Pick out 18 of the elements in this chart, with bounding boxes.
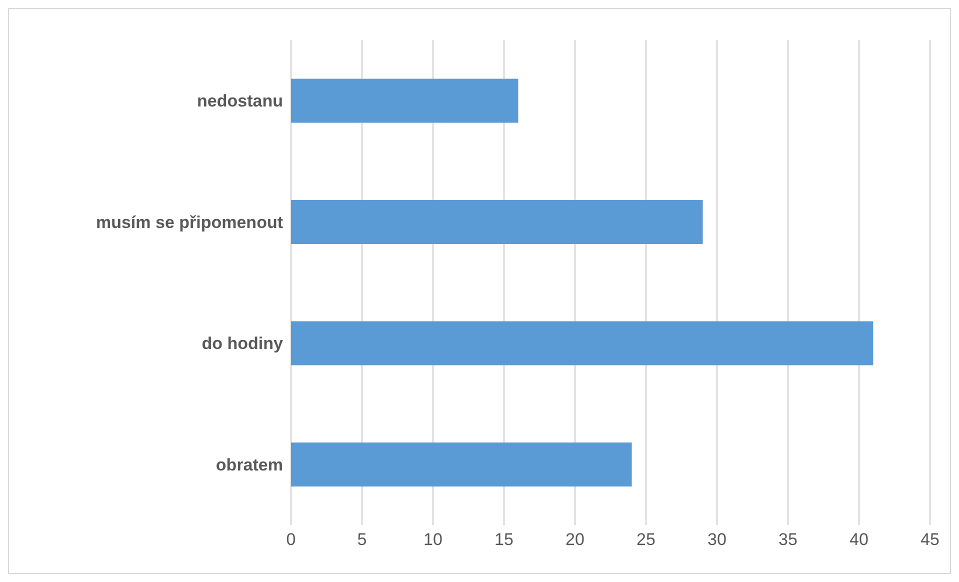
y-tick-label: do hodiny [202, 334, 284, 354]
x-tick-label: 30 [708, 530, 726, 550]
bar [291, 78, 518, 123]
x-tick-label: 15 [494, 530, 514, 550]
x-tick-label: 0 [286, 530, 296, 550]
y-tick-label: nedostanu [197, 92, 283, 111]
x-tick-label: 10 [424, 530, 442, 550]
x-tick-label: 45 [920, 530, 940, 550]
x-tick-label: 25 [636, 530, 656, 550]
y-tick-label: musím se připomenout [96, 212, 284, 232]
x-tick-label: 20 [566, 530, 584, 550]
bar [291, 442, 632, 487]
bar [291, 321, 874, 366]
y-tick-label: obratem [216, 455, 283, 474]
x-tick-label: 5 [357, 530, 367, 550]
x-tick-label: 35 [778, 530, 798, 550]
x-tick-label: 40 [850, 530, 868, 550]
bar [291, 200, 703, 244]
